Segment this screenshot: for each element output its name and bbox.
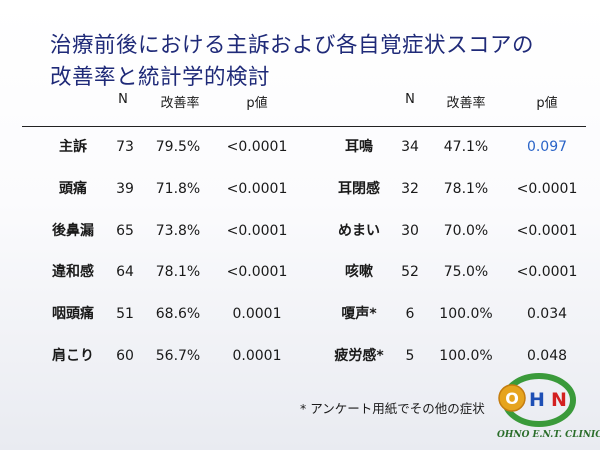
left-row-2-p: <0.0001 — [226, 181, 288, 197]
right-row-1-n: 34 — [401, 139, 419, 155]
right-row-2-p: <0.0001 — [516, 181, 578, 197]
footnote: * アンケート用紙でその他の症状 — [300, 401, 485, 416]
left-row-1-p: <0.0001 — [226, 139, 288, 155]
header-p-right: p値 — [536, 96, 558, 111]
left-row-2-symptom: 頭痛 — [59, 181, 87, 197]
logo-letter-n: N — [551, 389, 567, 411]
right-row-1-p: 0.097 — [526, 139, 568, 155]
left-row-4-rate: 78.1% — [155, 264, 201, 280]
left-row-3-n: 65 — [116, 223, 134, 239]
clinic-logo-caption: OHNO E.N.T. CLINIC — [497, 430, 600, 440]
left-row-4-n: 64 — [116, 264, 134, 280]
left-row-5-p: 0.0001 — [232, 306, 282, 322]
left-row-6-p: 0.0001 — [232, 348, 282, 364]
right-row-3-p: <0.0001 — [516, 223, 578, 239]
title-line-2: 改善率と統計学的検討 — [50, 65, 271, 90]
left-row-5-n: 51 — [116, 306, 134, 322]
right-row-6-n: 5 — [405, 348, 415, 364]
header-divider — [22, 126, 586, 127]
right-row-5-symptom: 嗄声* — [341, 306, 377, 322]
left-row-2-rate: 71.8% — [155, 181, 201, 197]
left-row-3-p: <0.0001 — [226, 223, 288, 239]
left-row-4-p: <0.0001 — [226, 264, 288, 280]
right-row-4-rate: 75.0% — [443, 264, 489, 280]
right-row-2-n: 32 — [401, 181, 419, 197]
right-row-4-symptom: 咳嗽 — [345, 264, 373, 280]
slide-title: 治療前後における主訴および各自覚症状スコアの 改善率と統計学的検討 — [50, 30, 570, 94]
left-row-6-n: 60 — [116, 348, 134, 364]
left-row-1-symptom: 主訴 — [59, 139, 87, 155]
right-row-5-rate: 100.0% — [439, 306, 493, 322]
right-row-4-p: <0.0001 — [516, 264, 578, 280]
left-row-3-symptom: 後鼻漏 — [52, 223, 94, 239]
right-row-1-symptom: 耳鳴 — [345, 139, 373, 155]
header-rate-right: 改善率 — [446, 96, 486, 111]
right-row-2-symptom: 耳閉感 — [338, 181, 380, 197]
logo-letter-o: O — [505, 389, 519, 408]
left-row-3-rate: 73.8% — [155, 223, 201, 239]
left-row-2-n: 39 — [116, 181, 134, 197]
left-row-1-rate: 79.5% — [155, 139, 201, 155]
logo-letter-h: H — [529, 389, 545, 411]
right-row-6-p: 0.048 — [526, 348, 568, 364]
right-row-2-rate: 78.1% — [443, 181, 489, 197]
left-row-4-symptom: 違和感 — [52, 264, 94, 280]
left-row-6-symptom: 肩こり — [52, 348, 94, 364]
left-row-5-rate: 68.6% — [155, 306, 201, 322]
left-row-6-rate: 56.7% — [155, 348, 201, 364]
right-row-5-n: 6 — [405, 306, 415, 322]
right-row-3-symptom: めまい — [338, 223, 380, 239]
right-row-6-rate: 100.0% — [439, 348, 493, 364]
header-n-left: N — [118, 92, 128, 107]
right-row-3-rate: 70.0% — [443, 223, 489, 239]
left-row-5-symptom: 咽頭痛 — [52, 306, 94, 322]
left-row-1-n: 73 — [116, 139, 134, 155]
clinic-logo: O H N — [498, 373, 576, 427]
right-row-1-rate: 47.1% — [443, 139, 489, 155]
header-p-left: p値 — [246, 96, 268, 111]
right-row-6-symptom: 疲労感* — [334, 348, 384, 364]
right-row-5-p: 0.034 — [526, 306, 568, 322]
right-row-4-n: 52 — [401, 264, 419, 280]
right-row-3-n: 30 — [401, 223, 419, 239]
header-rate-left: 改善率 — [160, 96, 200, 111]
title-line-1: 治療前後における主訴および各自覚症状スコアの — [50, 33, 535, 58]
header-n-right: N — [405, 92, 415, 107]
